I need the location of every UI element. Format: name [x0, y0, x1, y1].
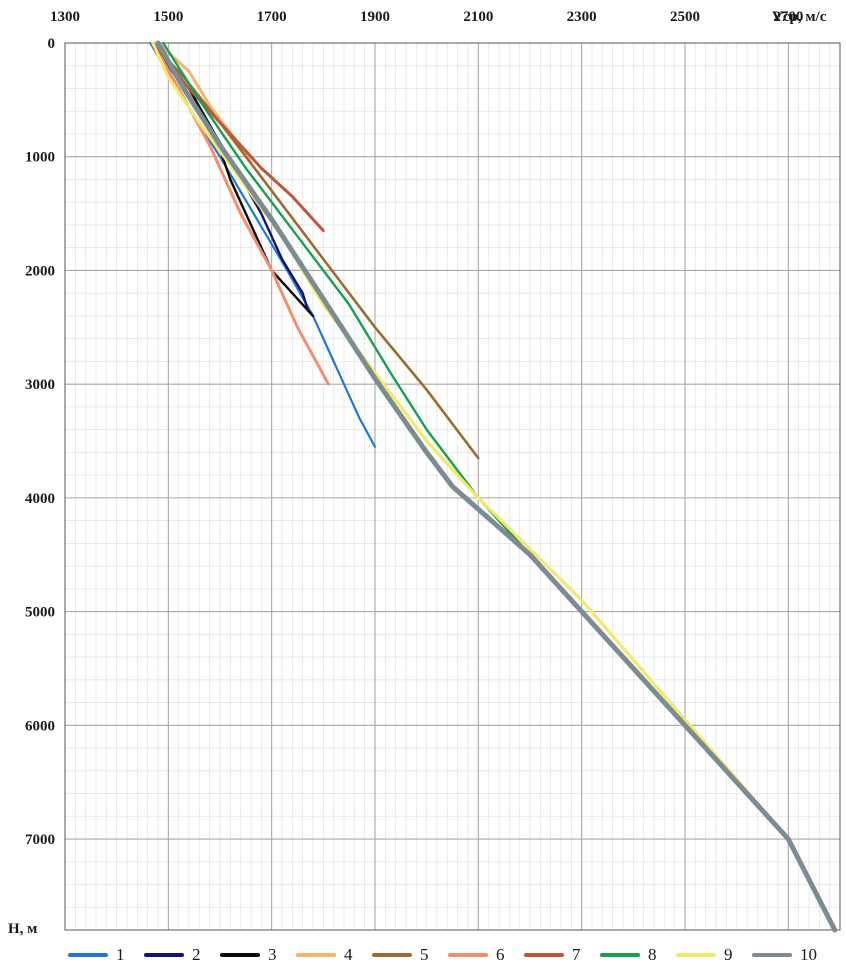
- series-line-6: [151, 41, 330, 386]
- y-tick-labels: 0 1000 2000 3000 4000 5000 6000 7000: [25, 36, 55, 848]
- legend-label-6: 6: [496, 945, 505, 964]
- x-tick-label: 1300: [50, 9, 80, 25]
- series-line-3: [151, 41, 315, 318]
- y-tick-label: 3000: [25, 377, 55, 393]
- x-tick-label: 1700: [257, 9, 287, 25]
- x-tick-labels: 1300 1500 1700 1900 2100 2300 2500 2700: [50, 9, 803, 25]
- x-tick-label: 1900: [360, 9, 390, 25]
- series-line-9: [151, 41, 837, 932]
- legend-label-3: 3: [268, 945, 277, 964]
- y-tick-label: 0: [48, 36, 56, 52]
- y-tick-label: 6000: [25, 718, 55, 734]
- legend-label-4: 4: [344, 945, 353, 964]
- legend-label-8: 8: [648, 945, 657, 964]
- legend-label-1: 1: [116, 945, 125, 964]
- major-grid: [65, 43, 840, 930]
- plot-frame: [64, 42, 841, 931]
- legend-label-2: 2: [192, 945, 201, 964]
- series-lines: [149, 40, 838, 933]
- legend-label-7: 7: [572, 945, 581, 964]
- legend-label-10: 10: [800, 945, 817, 964]
- y-axis-label: H, м: [8, 921, 37, 937]
- x-axis-label: Vср, м/с: [772, 9, 827, 25]
- series-line-10: [155, 40, 838, 933]
- y-tick-label: 5000: [25, 605, 55, 621]
- x-tick-label: 1500: [153, 9, 183, 25]
- minor-grid: [65, 43, 841, 931]
- y-tick-label: 7000: [25, 832, 55, 848]
- x-tick-label: 2300: [567, 9, 597, 25]
- x-tick-label: 2700: [773, 9, 803, 25]
- y-tick-label: 2000: [25, 263, 55, 279]
- series-line-7: [151, 41, 325, 233]
- legend: 1 2 3 4 5 6 7 8 9 10: [68, 945, 817, 964]
- x-tick-label: 2100: [463, 9, 493, 25]
- y-tick-label: 1000: [25, 150, 55, 166]
- legend-label-5: 5: [420, 945, 429, 964]
- x-tick-label: 2500: [670, 9, 700, 25]
- y-tick-label: 4000: [25, 491, 55, 507]
- legend-label-9: 9: [724, 945, 733, 964]
